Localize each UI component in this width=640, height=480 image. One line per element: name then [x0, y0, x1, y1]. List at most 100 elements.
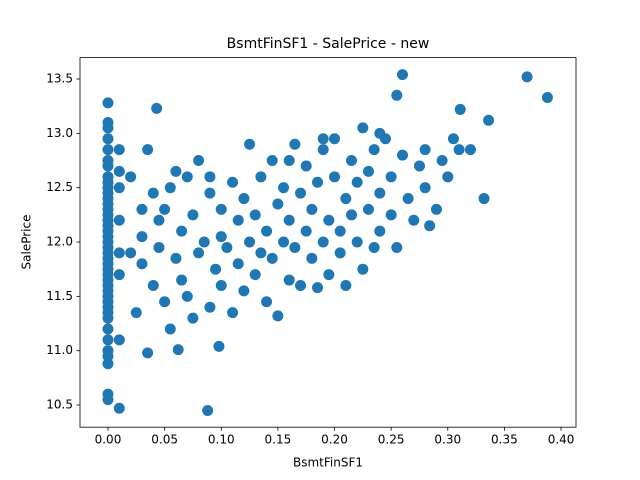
point	[266, 252, 278, 264]
point	[255, 171, 267, 183]
point	[272, 198, 284, 210]
point	[454, 103, 466, 115]
point	[215, 279, 227, 291]
point	[113, 269, 125, 281]
point	[374, 187, 386, 199]
point	[153, 241, 165, 253]
point	[215, 203, 227, 215]
point	[113, 182, 125, 194]
point	[357, 122, 369, 134]
x-tick-label: 0.10	[208, 433, 235, 447]
point	[478, 193, 490, 205]
point	[442, 171, 454, 183]
point	[113, 144, 125, 156]
y-tick-label: 13.5	[46, 72, 73, 86]
point	[215, 231, 227, 243]
point	[541, 91, 553, 103]
point	[227, 307, 239, 319]
point	[221, 241, 233, 253]
point	[142, 347, 154, 359]
point	[232, 258, 244, 270]
point	[317, 133, 329, 145]
x-tick-label: 0.05	[151, 433, 178, 447]
point	[340, 279, 352, 291]
point	[351, 176, 363, 188]
point	[136, 258, 148, 270]
point	[102, 358, 114, 370]
point	[374, 225, 386, 237]
point	[483, 114, 495, 126]
point	[346, 209, 358, 221]
point	[385, 209, 397, 221]
point	[172, 344, 184, 356]
point	[193, 247, 205, 259]
point	[368, 241, 380, 253]
y-tick-label: 12.5	[46, 180, 73, 194]
point	[198, 236, 210, 248]
point	[244, 138, 256, 150]
point	[147, 279, 159, 291]
point	[187, 312, 199, 324]
point	[351, 236, 363, 248]
y-tick-label: 11.5	[46, 289, 73, 303]
point	[323, 214, 335, 226]
point	[408, 214, 420, 226]
point	[453, 144, 465, 156]
point	[244, 236, 256, 248]
point	[102, 323, 114, 335]
point	[346, 155, 358, 167]
point	[102, 312, 114, 324]
point	[102, 122, 114, 134]
point	[227, 176, 239, 188]
point	[238, 285, 250, 297]
point	[521, 71, 533, 83]
y-tick-label: 12.0	[46, 235, 73, 249]
point	[329, 171, 341, 183]
point	[176, 274, 188, 286]
y-tick-label: 13.0	[46, 126, 73, 140]
point	[102, 133, 114, 145]
point	[368, 144, 380, 156]
point	[413, 160, 425, 172]
point	[102, 394, 114, 406]
point	[430, 203, 442, 215]
point	[419, 144, 431, 156]
point	[130, 307, 142, 319]
point	[102, 350, 114, 362]
point	[113, 247, 125, 259]
point	[283, 214, 295, 226]
point	[113, 402, 125, 414]
point	[396, 69, 408, 81]
point	[204, 171, 216, 183]
point	[295, 187, 307, 199]
point	[362, 203, 374, 215]
x-tick-label: 0.40	[548, 433, 575, 447]
x-tick-label: 0.00	[95, 433, 122, 447]
point	[300, 225, 312, 237]
point	[204, 301, 216, 313]
point	[147, 187, 159, 199]
x-tick-label: 0.25	[378, 433, 405, 447]
point	[102, 160, 114, 172]
point	[278, 182, 290, 194]
point	[181, 171, 193, 183]
point	[362, 165, 374, 177]
y-tick-label: 10.5	[46, 398, 73, 412]
x-tick-label: 0.35	[491, 433, 518, 447]
point	[102, 334, 114, 346]
point	[419, 182, 431, 194]
point	[210, 263, 222, 275]
point	[249, 209, 261, 221]
point	[213, 340, 225, 352]
point	[164, 182, 176, 194]
point	[278, 236, 290, 248]
point	[125, 171, 137, 183]
y-tick-label: 11.0	[46, 343, 73, 357]
point	[385, 171, 397, 183]
point	[102, 97, 114, 109]
point	[193, 155, 205, 167]
point	[396, 149, 408, 161]
point	[151, 102, 163, 114]
point	[261, 296, 273, 308]
point	[159, 203, 171, 215]
